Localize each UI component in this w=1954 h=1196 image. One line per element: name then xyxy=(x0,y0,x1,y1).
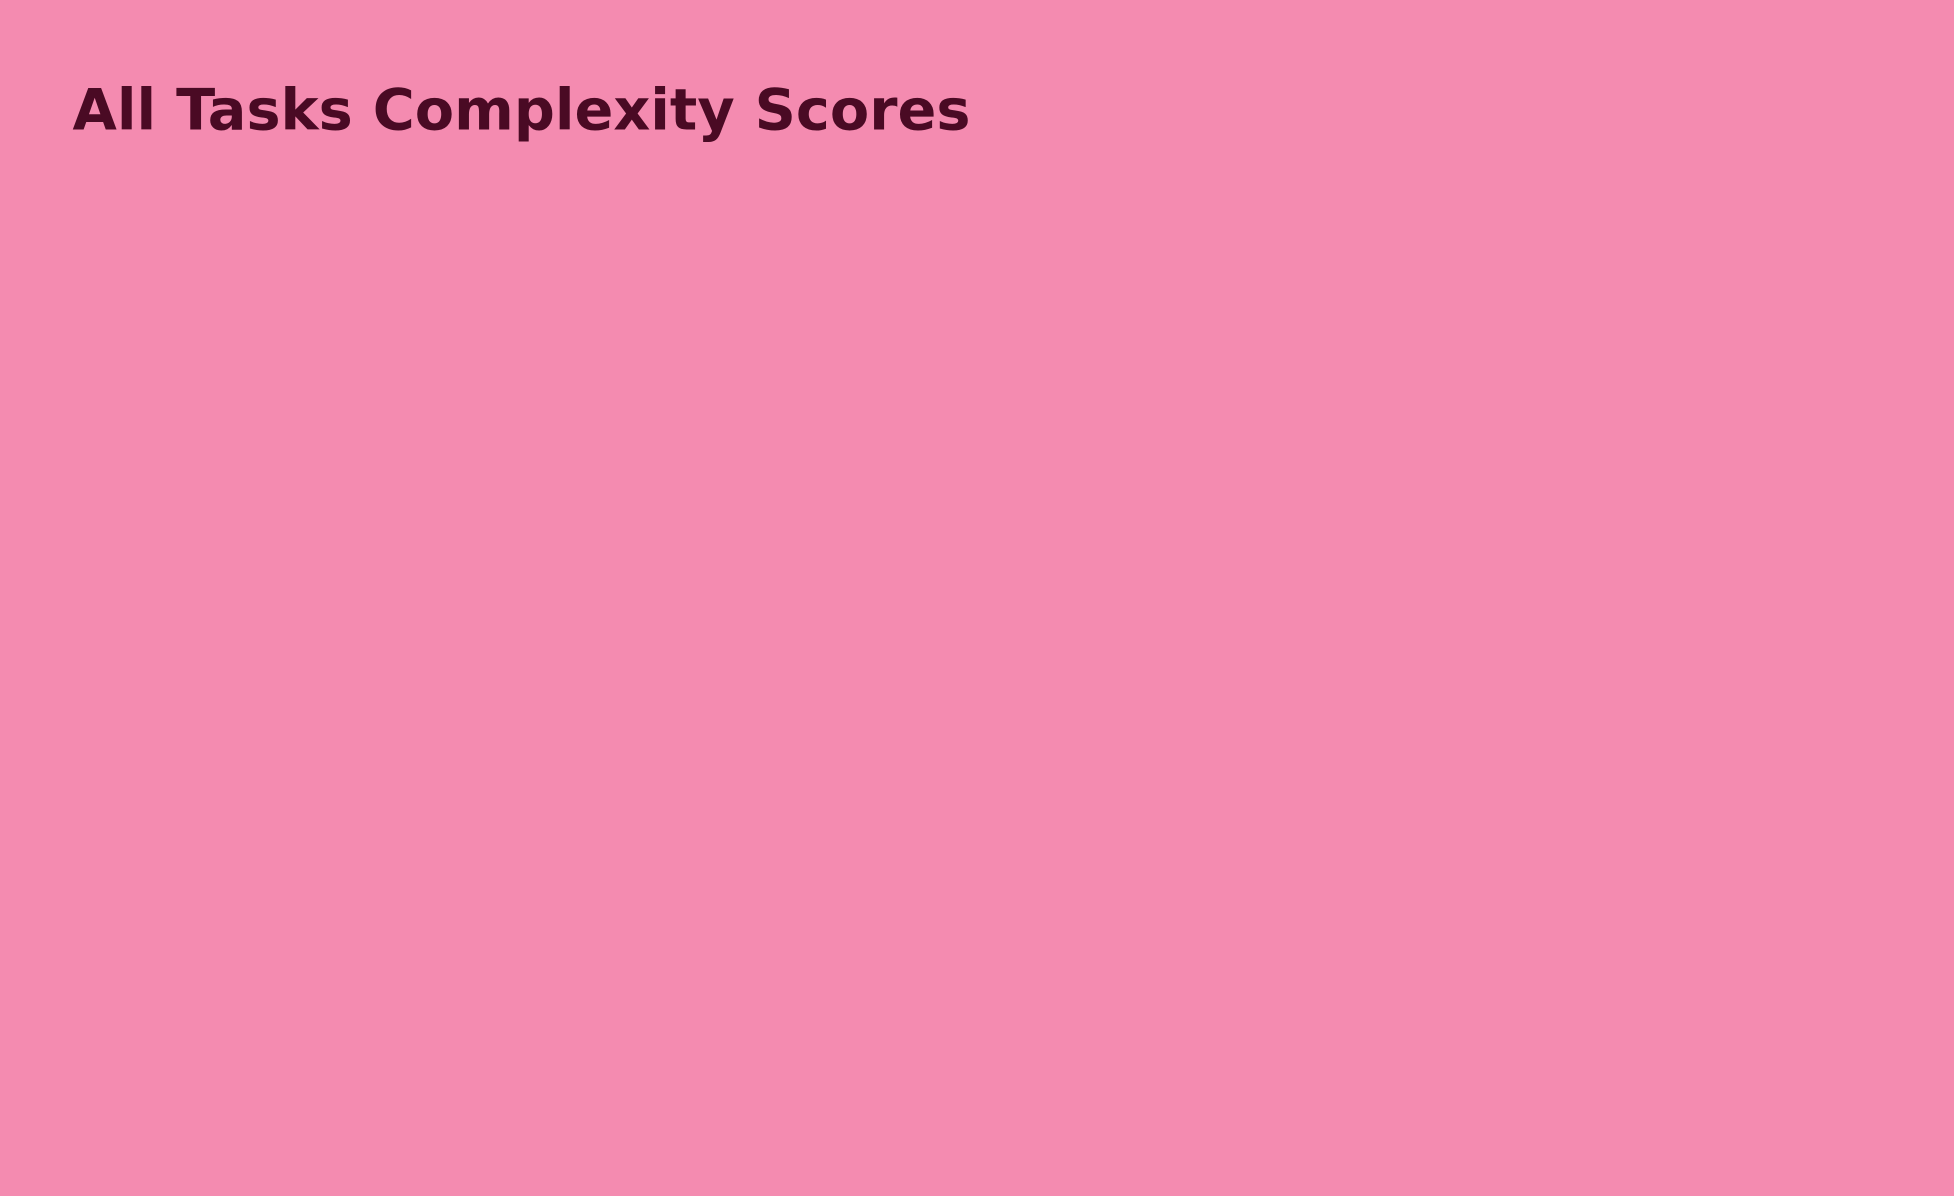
chart-title: All Tasks Complexity Scores xyxy=(73,77,971,144)
